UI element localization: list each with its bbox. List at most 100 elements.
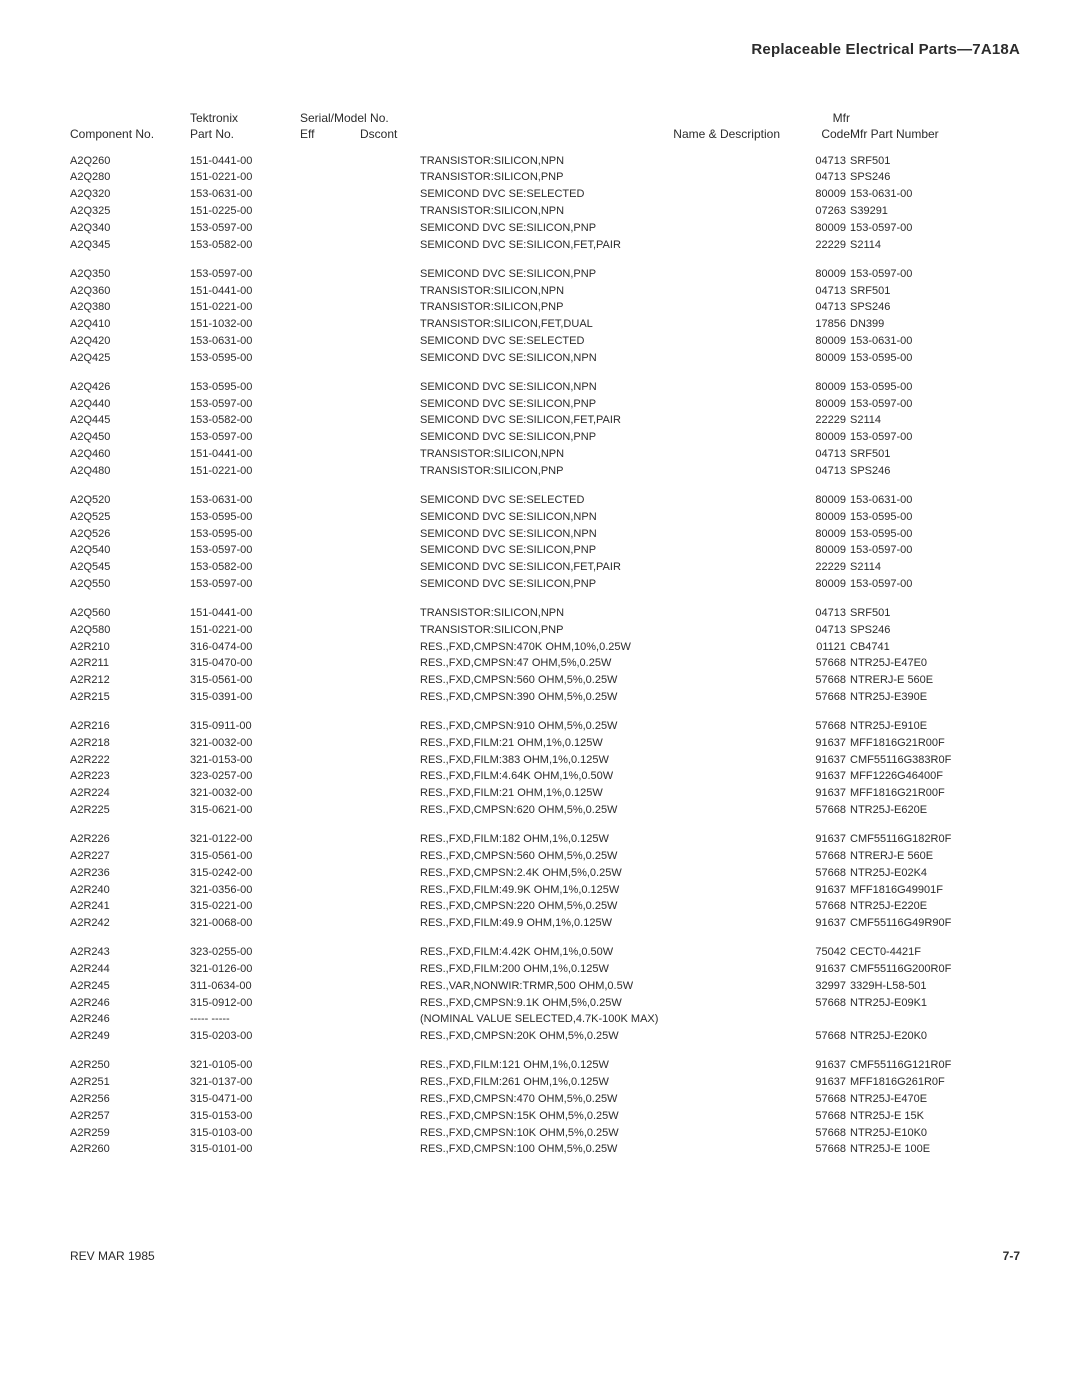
cell-component: A2R260 bbox=[70, 1141, 190, 1158]
cell-name-desc: SEMICOND DVC SE:SILICON,PNP bbox=[420, 542, 780, 559]
cell-mfr-part: 153-0597-00 bbox=[850, 266, 1020, 283]
cell-mfr-code: 80009 bbox=[780, 266, 850, 283]
cell-tek-part: 321-0068-00 bbox=[190, 915, 300, 932]
page-title: Replaceable Electrical Parts—7A18A bbox=[70, 40, 1020, 60]
cell-mfr-part: CECT0-4421F bbox=[850, 944, 1020, 961]
cell-name-desc: RES.,FXD,FILM:49.9K OHM,1%,0.125W bbox=[420, 882, 780, 899]
cell-component: A2R218 bbox=[70, 735, 190, 752]
cell-dscont bbox=[360, 1057, 420, 1074]
cell-mfr-code: 57668 bbox=[780, 1091, 850, 1108]
table-row: A2Q540153-0597-00SEMICOND DVC SE:SILICON… bbox=[70, 542, 1020, 559]
cell-mfr-code: 17856 bbox=[780, 316, 850, 333]
cell-eff bbox=[300, 220, 360, 237]
cell-mfr-code: 04713 bbox=[780, 446, 850, 463]
cell-mfr-part: 153-0597-00 bbox=[850, 576, 1020, 593]
cell-dscont bbox=[360, 802, 420, 819]
cell-tek-part: 315-0203-00 bbox=[190, 1028, 300, 1045]
cell-dscont bbox=[360, 1074, 420, 1091]
cell-mfr-code: 80009 bbox=[780, 576, 850, 593]
cell-name-desc: SEMICOND DVC SE:SILICON,PNP bbox=[420, 220, 780, 237]
cell-dscont bbox=[360, 1141, 420, 1158]
cell-dscont bbox=[360, 492, 420, 509]
cell-component: A2Q450 bbox=[70, 429, 190, 446]
cell-dscont bbox=[360, 283, 420, 300]
cell-component: A2R240 bbox=[70, 882, 190, 899]
cell-eff bbox=[300, 898, 360, 915]
table-row: A2R260315-0101-00RES.,FXD,CMPSN:100 OHM,… bbox=[70, 1141, 1020, 1158]
cell-component: A2R215 bbox=[70, 689, 190, 706]
cell-component: A2Q345 bbox=[70, 237, 190, 254]
cell-mfr-code: 04713 bbox=[780, 463, 850, 480]
cell-component: A2Q425 bbox=[70, 350, 190, 367]
cell-eff bbox=[300, 1125, 360, 1142]
cell-dscont bbox=[360, 299, 420, 316]
cell-dscont bbox=[360, 672, 420, 689]
cell-mfr-part: MFF1816G21R00F bbox=[850, 735, 1020, 752]
cell-eff bbox=[300, 429, 360, 446]
cell-mfr-part: 153-0631-00 bbox=[850, 333, 1020, 350]
cell-name-desc: RES.,FXD,CMPSN:9.1K OHM,5%,0.25W bbox=[420, 995, 780, 1012]
cell-eff bbox=[300, 526, 360, 543]
cell-mfr-code: 22229 bbox=[780, 237, 850, 254]
cell-mfr-code: 80009 bbox=[780, 542, 850, 559]
cell-mfr-code: 04713 bbox=[780, 153, 850, 170]
cell-mfr-part: CMF55116G182R0F bbox=[850, 831, 1020, 848]
cell-dscont bbox=[360, 1011, 420, 1028]
cell-mfr-code: 57668 bbox=[780, 672, 850, 689]
cell-tek-part: 153-0595-00 bbox=[190, 350, 300, 367]
cell-eff bbox=[300, 559, 360, 576]
cell-mfr-code: 91637 bbox=[780, 785, 850, 802]
cell-dscont bbox=[360, 718, 420, 735]
cell-component: A2R250 bbox=[70, 1057, 190, 1074]
cell-component: A2R257 bbox=[70, 1108, 190, 1125]
table-row: A2Q410151-1032-00TRANSISTOR:SILICON,FET,… bbox=[70, 316, 1020, 333]
cell-name-desc: SEMICOND DVC SE:SILICON,FET,PAIR bbox=[420, 559, 780, 576]
cell-eff bbox=[300, 605, 360, 622]
table-row: A2R245311-0634-00RES.,VAR,NONWIR:TRMR,50… bbox=[70, 978, 1020, 995]
cell-tek-part: 323-0257-00 bbox=[190, 768, 300, 785]
cell-component: A2Q560 bbox=[70, 605, 190, 622]
cell-tek-part: 151-0221-00 bbox=[190, 463, 300, 480]
cell-component: A2R211 bbox=[70, 655, 190, 672]
table-row: A2R257315-0153-00RES.,FXD,CMPSN:15K OHM,… bbox=[70, 1108, 1020, 1125]
table-row: A2Q280151-0221-00TRANSISTOR:SILICON,PNP0… bbox=[70, 169, 1020, 186]
cell-dscont bbox=[360, 1125, 420, 1142]
cell-dscont bbox=[360, 978, 420, 995]
cell-component: A2R212 bbox=[70, 672, 190, 689]
cell-component: A2R256 bbox=[70, 1091, 190, 1108]
cell-tek-part: 151-0221-00 bbox=[190, 622, 300, 639]
table-row: A2R211315-0470-00RES.,FXD,CMPSN:47 OHM,5… bbox=[70, 655, 1020, 672]
cell-tek-part: 153-0595-00 bbox=[190, 509, 300, 526]
table-row: A2R215315-0391-00RES.,FXD,CMPSN:390 OHM,… bbox=[70, 689, 1020, 706]
cell-component: A2R210 bbox=[70, 639, 190, 656]
cell-eff bbox=[300, 509, 360, 526]
cell-mfr-part: SPS246 bbox=[850, 622, 1020, 639]
cell-tek-part: 151-0441-00 bbox=[190, 446, 300, 463]
table-row: A2Q340153-0597-00SEMICOND DVC SE:SILICON… bbox=[70, 220, 1020, 237]
cell-name-desc: SEMICOND DVC SE:SELECTED bbox=[420, 186, 780, 203]
cell-name-desc: RES.,FXD,CMPSN:20K OHM,5%,0.25W bbox=[420, 1028, 780, 1045]
cell-component: A2Q440 bbox=[70, 396, 190, 413]
table-row: A2R216315-0911-00RES.,FXD,CMPSN:910 OHM,… bbox=[70, 718, 1020, 735]
cell-component: A2R227 bbox=[70, 848, 190, 865]
cell-mfr-part: SPS246 bbox=[850, 299, 1020, 316]
cell-mfr-part: NTR25J-E 100E bbox=[850, 1141, 1020, 1158]
th-eff: Eff bbox=[300, 126, 360, 152]
cell-name-desc: RES.,FXD,FILM:4.42K OHM,1%,0.50W bbox=[420, 944, 780, 961]
table-row: A2Q360151-0441-00TRANSISTOR:SILICON,NPN0… bbox=[70, 283, 1020, 300]
cell-eff bbox=[300, 266, 360, 283]
cell-tek-part: 321-0137-00 bbox=[190, 1074, 300, 1091]
table-row: A2Q520153-0631-00SEMICOND DVC SE:SELECTE… bbox=[70, 492, 1020, 509]
table-row: A2R240321-0356-00RES.,FXD,FILM:49.9K OHM… bbox=[70, 882, 1020, 899]
cell-eff bbox=[300, 283, 360, 300]
cell-dscont bbox=[360, 915, 420, 932]
cell-dscont bbox=[360, 689, 420, 706]
cell-tek-part: 153-0597-00 bbox=[190, 429, 300, 446]
cell-tek-part: 153-0582-00 bbox=[190, 559, 300, 576]
cell-eff bbox=[300, 350, 360, 367]
cell-component: A2Q540 bbox=[70, 542, 190, 559]
th-serial-model: Serial/Model No. bbox=[300, 110, 420, 126]
cell-mfr-part: SPS246 bbox=[850, 169, 1020, 186]
cell-tek-part: 315-0561-00 bbox=[190, 848, 300, 865]
cell-tek-part: 153-0597-00 bbox=[190, 220, 300, 237]
